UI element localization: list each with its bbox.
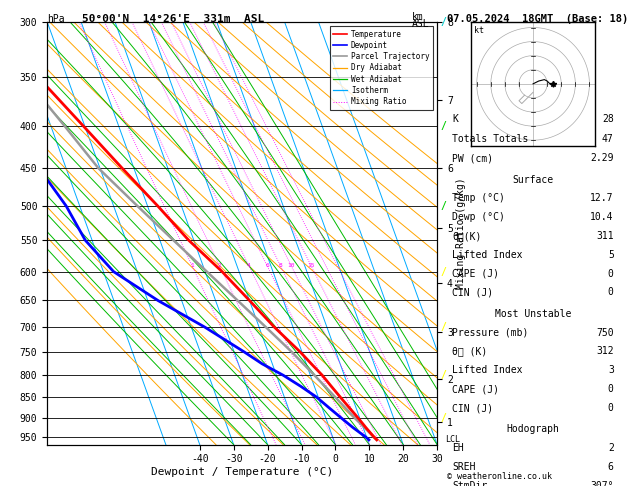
Text: 2: 2 — [608, 443, 614, 453]
Text: Totals Totals: Totals Totals — [452, 134, 529, 144]
Text: km: km — [412, 12, 424, 22]
Text: CIN (J): CIN (J) — [452, 287, 494, 297]
Text: 07.05.2024  18GMT  (Base: 18): 07.05.2024 18GMT (Base: 18) — [447, 14, 628, 24]
Text: 0: 0 — [608, 287, 614, 297]
Text: θᴇ (K): θᴇ (K) — [452, 347, 487, 356]
Text: 10: 10 — [287, 263, 295, 268]
Text: 311: 311 — [596, 231, 614, 241]
Text: /: / — [440, 267, 446, 277]
Text: /: / — [440, 322, 446, 332]
Text: 28: 28 — [602, 115, 614, 124]
Text: K: K — [452, 115, 459, 124]
Text: θᴇ(K): θᴇ(K) — [452, 231, 482, 241]
Text: 3: 3 — [608, 365, 614, 375]
Text: Hodograph: Hodograph — [506, 424, 560, 434]
Text: 0: 0 — [608, 384, 614, 394]
Text: 0: 0 — [608, 403, 614, 413]
Legend: Temperature, Dewpoint, Parcel Trajectory, Dry Adiabat, Wet Adiabat, Isotherm, Mi: Temperature, Dewpoint, Parcel Trajectory… — [330, 26, 433, 110]
Text: SREH: SREH — [452, 462, 476, 472]
Text: 0: 0 — [608, 269, 614, 278]
Text: 2.29: 2.29 — [590, 153, 614, 163]
Text: 750: 750 — [596, 328, 614, 338]
Text: hPa: hPa — [47, 14, 65, 24]
Text: CAPE (J): CAPE (J) — [452, 269, 499, 278]
Y-axis label: Mixing Ratio (g/kg): Mixing Ratio (g/kg) — [455, 177, 465, 289]
Text: 12.7: 12.7 — [590, 193, 614, 203]
Text: 47: 47 — [602, 134, 614, 144]
Text: 15: 15 — [307, 263, 314, 268]
Text: 312: 312 — [596, 347, 614, 356]
Text: 8: 8 — [279, 263, 282, 268]
Text: 5: 5 — [608, 250, 614, 260]
Text: Surface: Surface — [513, 174, 554, 185]
Text: CAPE (J): CAPE (J) — [452, 384, 499, 394]
X-axis label: Dewpoint / Temperature (°C): Dewpoint / Temperature (°C) — [151, 467, 333, 477]
Text: © weatheronline.co.uk: © weatheronline.co.uk — [447, 472, 552, 481]
Text: Temp (°C): Temp (°C) — [452, 193, 505, 203]
Text: /: / — [440, 413, 446, 423]
Text: CIN (J): CIN (J) — [452, 403, 494, 413]
Text: /: / — [440, 121, 446, 131]
Text: 2: 2 — [218, 263, 221, 268]
Text: 6: 6 — [265, 263, 269, 268]
Text: /: / — [440, 201, 446, 211]
Text: ASL: ASL — [412, 19, 430, 30]
Text: Dewp (°C): Dewp (°C) — [452, 212, 505, 222]
Text: 6: 6 — [608, 462, 614, 472]
Text: /: / — [440, 370, 446, 380]
Text: LCL: LCL — [445, 435, 460, 444]
Text: kt: kt — [474, 26, 484, 35]
Text: 50°00'N  14°26'E  331m  ASL: 50°00'N 14°26'E 331m ASL — [82, 14, 264, 24]
Text: Pressure (mb): Pressure (mb) — [452, 328, 529, 338]
Text: 307°: 307° — [590, 481, 614, 486]
Text: StmDir: StmDir — [452, 481, 487, 486]
Text: 10.4: 10.4 — [590, 212, 614, 222]
Text: Lifted Index: Lifted Index — [452, 250, 523, 260]
Text: /: / — [440, 17, 446, 27]
Text: Most Unstable: Most Unstable — [495, 309, 571, 319]
Text: 4: 4 — [247, 263, 251, 268]
Text: Lifted Index: Lifted Index — [452, 365, 523, 375]
Text: 1: 1 — [190, 263, 194, 268]
Text: EH: EH — [452, 443, 464, 453]
Text: PW (cm): PW (cm) — [452, 153, 494, 163]
